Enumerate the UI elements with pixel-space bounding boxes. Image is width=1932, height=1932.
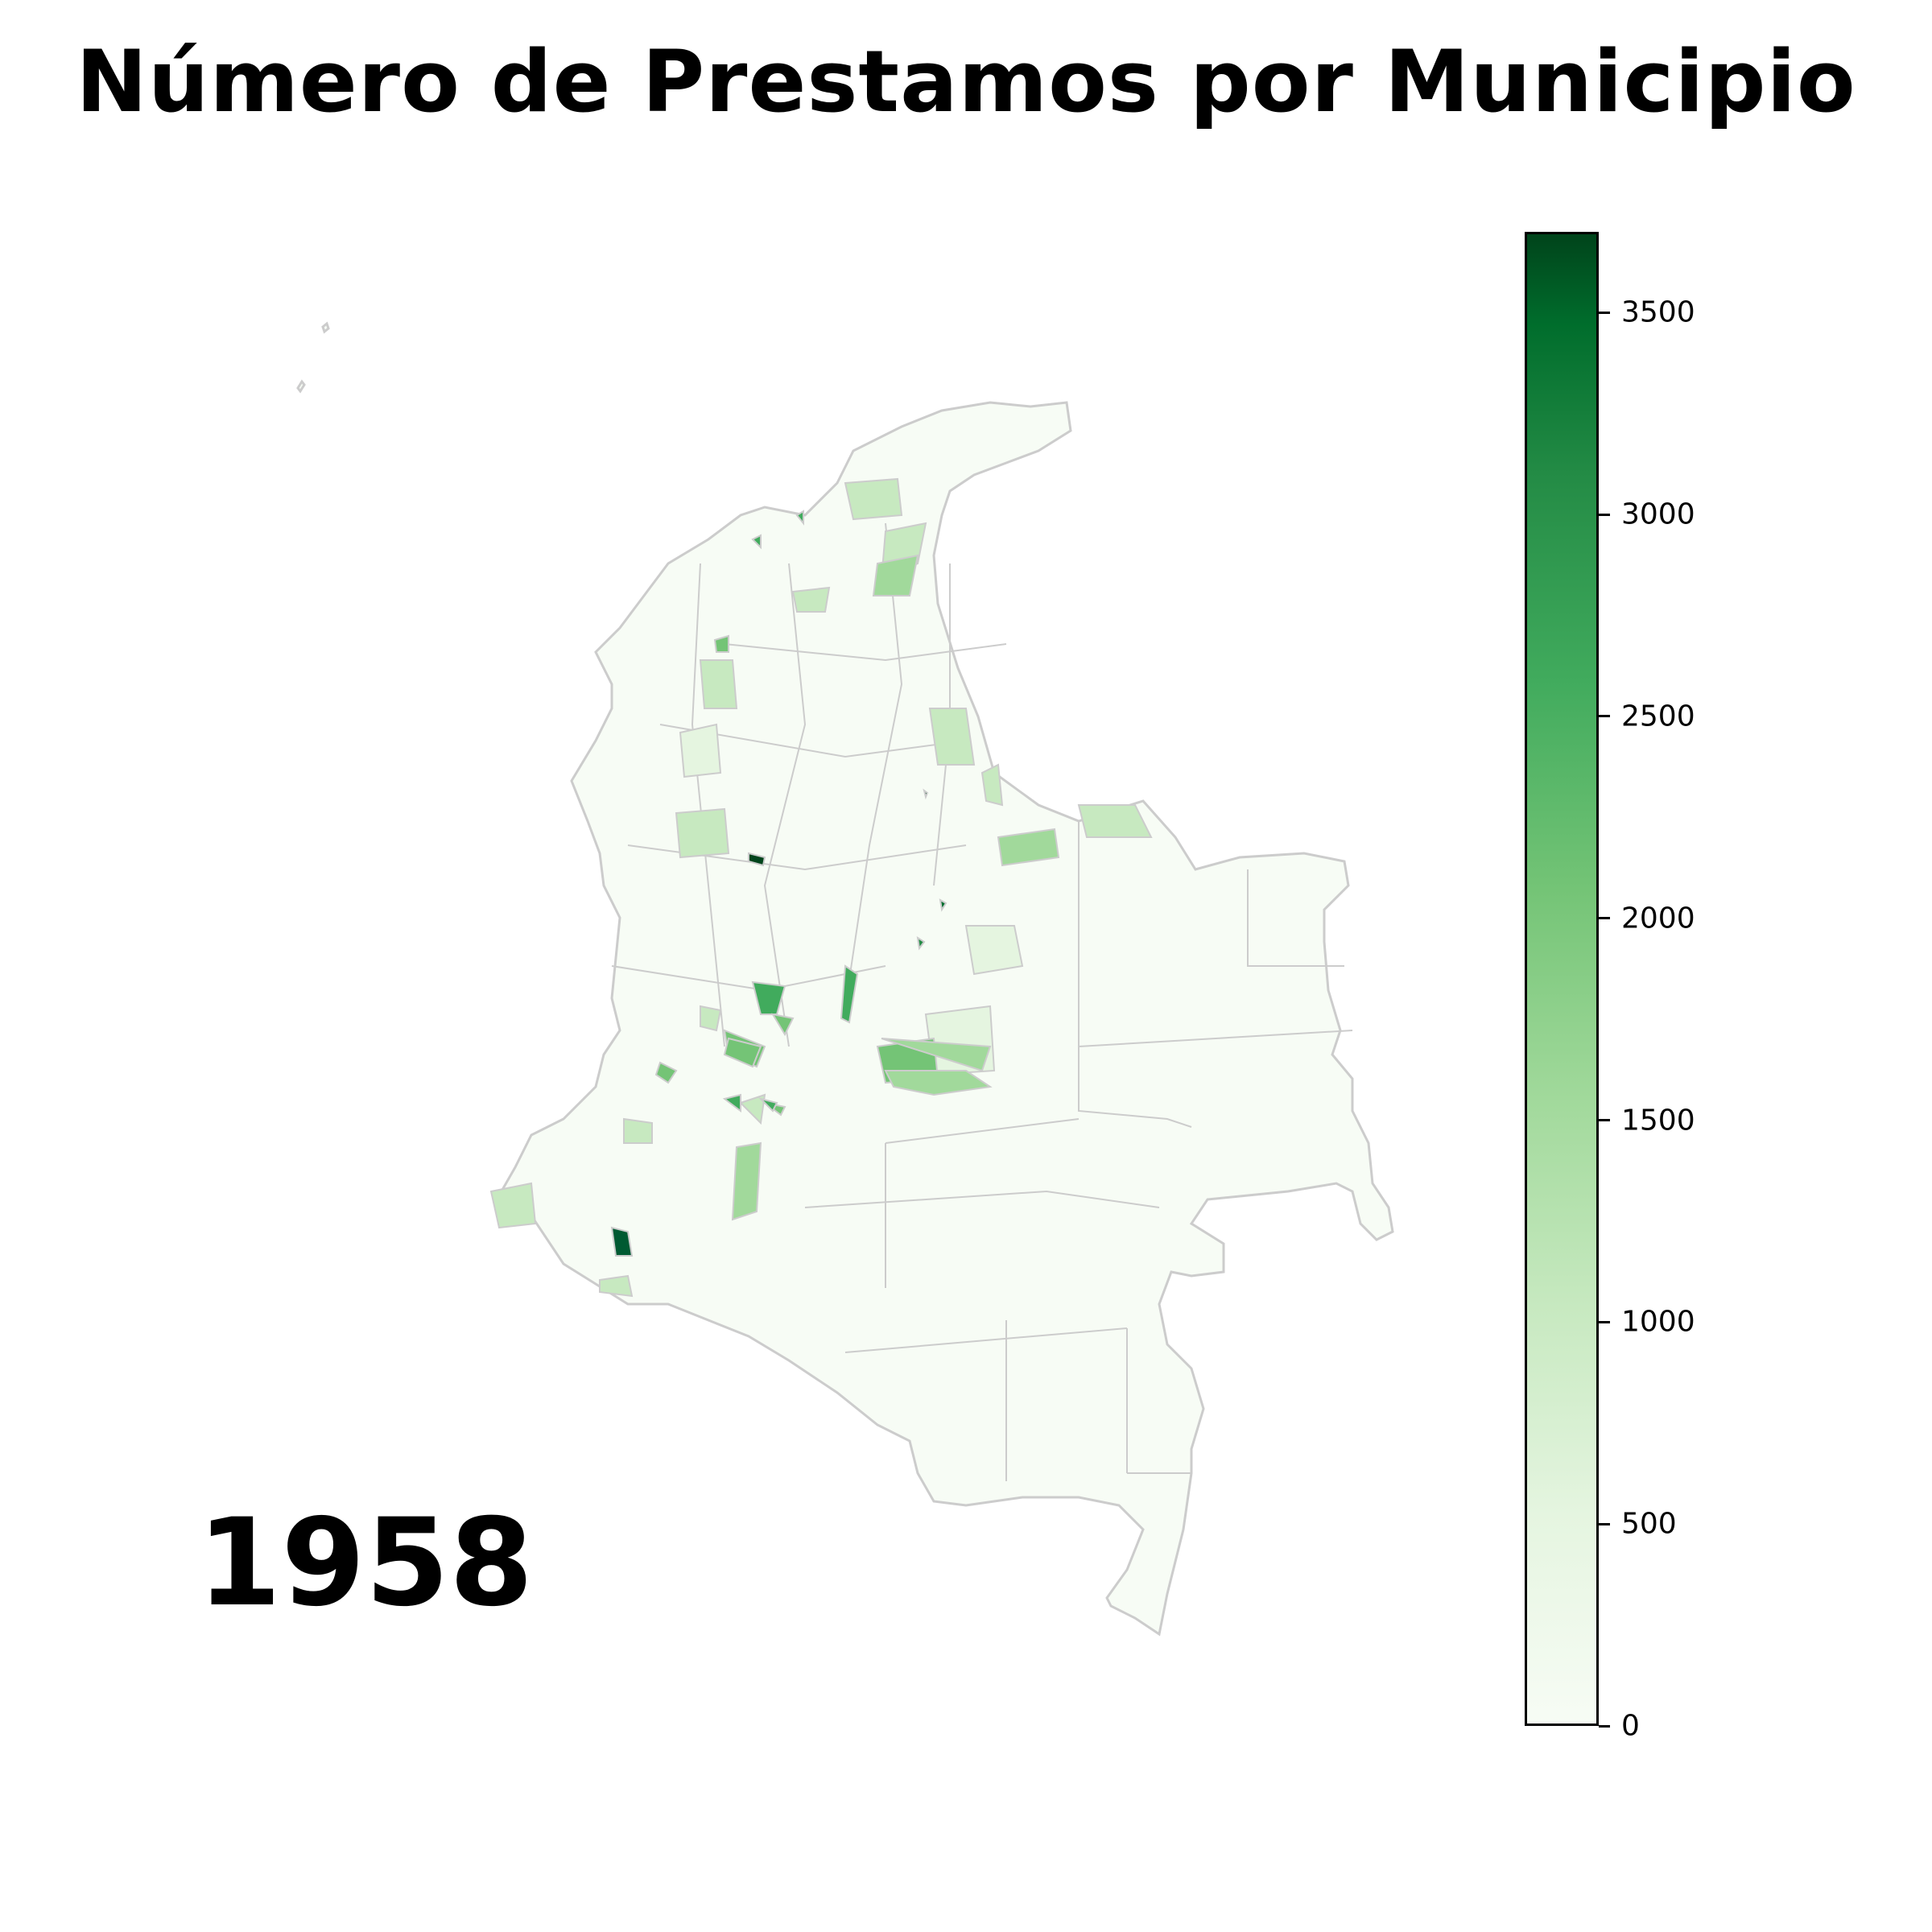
colorbar-tick-label: 1500 — [1621, 1104, 1695, 1137]
colorbar-tick — [1599, 1724, 1610, 1728]
colorbar-tick-label: 2500 — [1621, 700, 1695, 733]
colorbar-tick-label: 500 — [1621, 1507, 1677, 1541]
colorbar-tick — [1599, 917, 1610, 920]
island-providencia — [296, 379, 306, 394]
chart-title: Número de Prestamos por Municipio — [76, 32, 1856, 131]
colorbar-tick — [1599, 715, 1610, 718]
colorbar-tick-label: 1000 — [1621, 1305, 1695, 1339]
colorbar-tick-label: 0 — [1621, 1709, 1640, 1743]
colorbar-tick — [1599, 1522, 1610, 1525]
island-san-andres — [321, 321, 330, 334]
municipal-boundaries — [611, 522, 1353, 1481]
colorbar-tick — [1599, 1119, 1610, 1122]
shaded-municipalities — [489, 477, 1153, 1298]
year-label: 1958 — [197, 1493, 534, 1633]
colorbar-tick-label: 2000 — [1621, 902, 1695, 935]
colorbar-tick — [1599, 1320, 1610, 1323]
colorbar — [1525, 232, 1599, 1726]
colorbar-tick-label: 3000 — [1621, 497, 1695, 531]
colorbar-tick-label: 3500 — [1621, 295, 1695, 329]
colorbar-tick — [1599, 311, 1610, 314]
colorbar-tick — [1599, 513, 1610, 516]
